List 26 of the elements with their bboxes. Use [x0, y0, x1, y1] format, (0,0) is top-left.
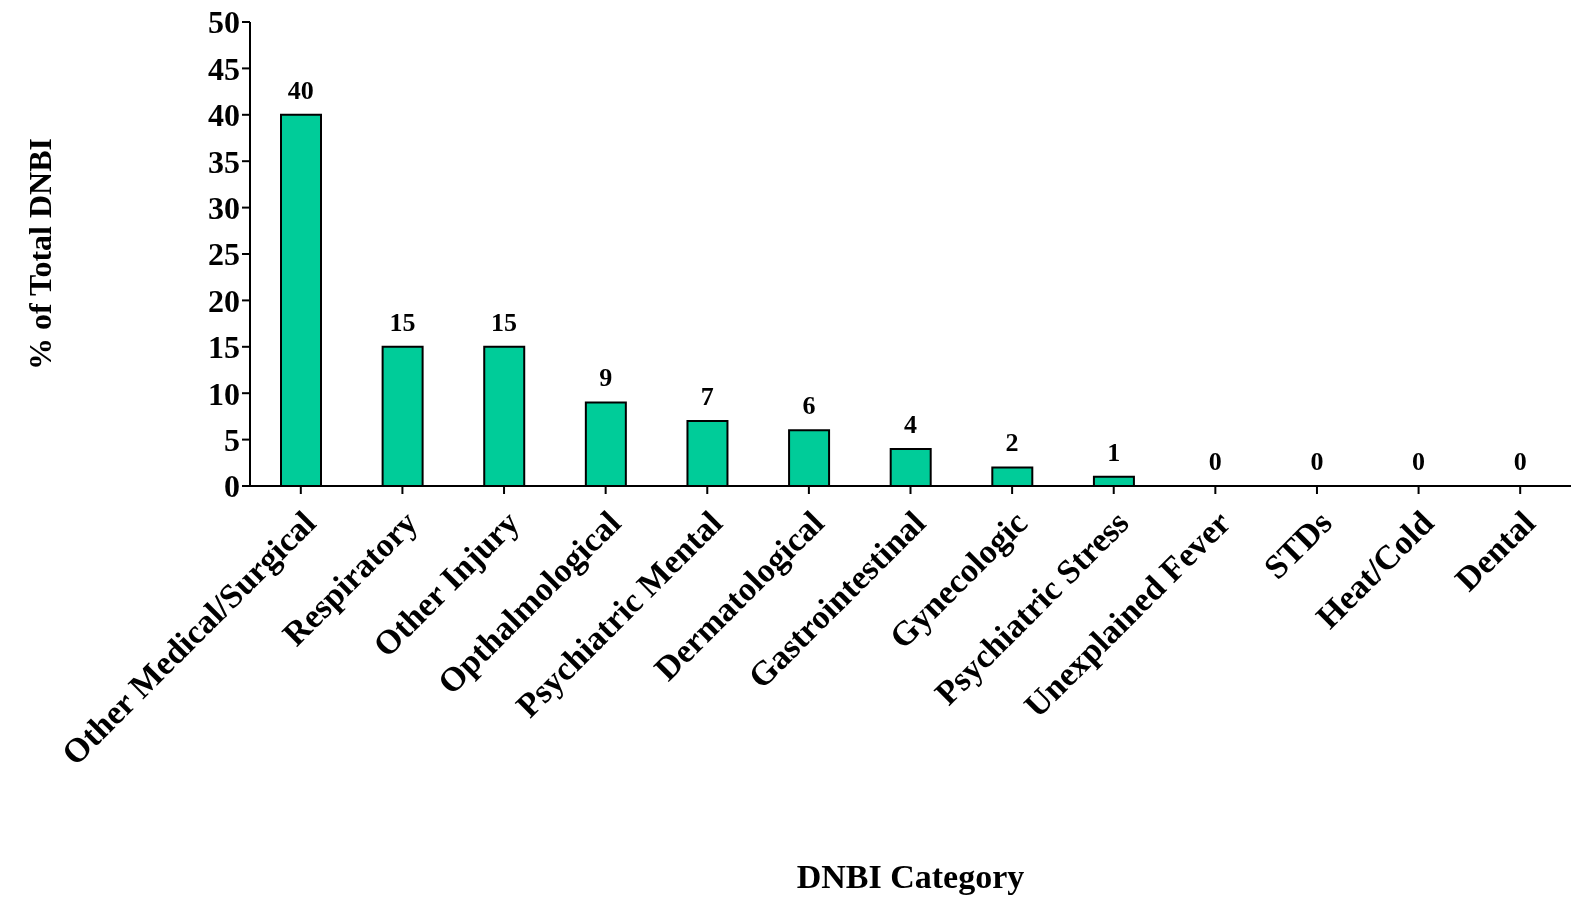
data-label: 0: [1310, 447, 1324, 476]
y-tick-label: 5: [224, 421, 240, 458]
y-tick-label: 25: [208, 236, 240, 273]
y-tick-label: 50: [208, 4, 240, 41]
y-tick-label: 10: [208, 375, 240, 412]
data-label: 40: [287, 75, 314, 105]
y-tick-label: 45: [208, 50, 240, 87]
data-label: 2: [1005, 428, 1019, 458]
data-label: 0: [1208, 447, 1222, 476]
data-label: 9: [599, 363, 613, 393]
data-label: 6: [802, 391, 816, 421]
data-label: 0: [1513, 447, 1527, 476]
y-axis-title: % of Total DNBI: [22, 137, 59, 371]
y-tick-label: 15: [208, 329, 240, 366]
data-label: 7: [700, 382, 714, 412]
y-tick-label: 0: [224, 468, 240, 505]
y-tick-label: 30: [208, 189, 240, 226]
data-label: 15: [491, 307, 518, 337]
data-label: 1: [1107, 437, 1121, 467]
data-label: 4: [904, 409, 917, 439]
x-axis-title: DNBI Category: [796, 858, 1025, 895]
data-label: 0: [1412, 447, 1426, 476]
y-tick-label: 40: [208, 97, 240, 134]
data-label: 15: [389, 307, 416, 337]
y-tick-label: 20: [208, 282, 240, 319]
y-tick-label: 35: [208, 143, 240, 180]
